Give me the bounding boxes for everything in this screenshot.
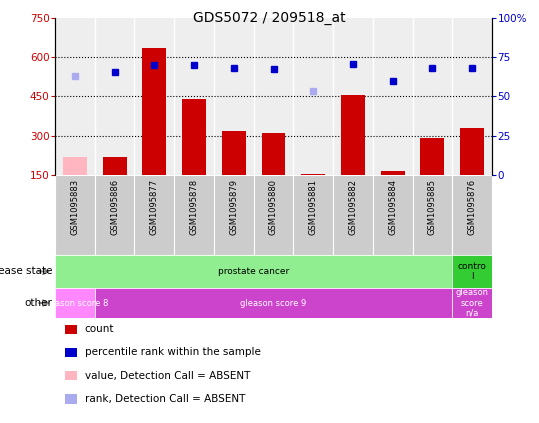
Bar [55, 175, 95, 255]
Bar [452, 288, 492, 318]
Bar [174, 175, 214, 255]
Text: rank, Detection Call = ABSENT: rank, Detection Call = ABSENT [85, 394, 245, 404]
Bar [55, 288, 95, 318]
Bar [63, 157, 87, 175]
Text: gleason score 9: gleason score 9 [240, 299, 307, 308]
Text: contro
l: contro l [458, 262, 487, 281]
Text: other: other [24, 298, 52, 308]
Text: disease state: disease state [0, 266, 52, 277]
Bar [460, 128, 484, 175]
Bar [142, 48, 166, 175]
Text: GSM1095879: GSM1095879 [229, 179, 238, 235]
Text: GSM1095876: GSM1095876 [468, 179, 476, 235]
Bar [293, 175, 333, 255]
Text: prostate cancer: prostate cancer [218, 267, 289, 276]
Text: percentile rank within the sample: percentile rank within the sample [85, 348, 260, 357]
Text: GSM1095883: GSM1095883 [71, 179, 79, 235]
Text: GSM1095881: GSM1095881 [309, 179, 317, 235]
Bar [254, 175, 293, 255]
Bar [102, 157, 127, 175]
Text: GDS5072 / 209518_at: GDS5072 / 209518_at [193, 11, 346, 25]
Text: GSM1095885: GSM1095885 [428, 179, 437, 235]
Bar [214, 175, 254, 255]
Bar [261, 133, 286, 175]
Bar [134, 175, 174, 255]
Text: gleason
score
n/a: gleason score n/a [455, 288, 489, 318]
Text: gleason score 8: gleason score 8 [42, 299, 108, 308]
Bar [420, 138, 444, 175]
Text: GSM1095884: GSM1095884 [388, 179, 397, 235]
Bar [301, 174, 325, 175]
Bar [381, 171, 405, 175]
Bar [341, 95, 365, 175]
Text: GSM1095878: GSM1095878 [190, 179, 198, 235]
Text: GSM1095886: GSM1095886 [110, 179, 119, 235]
Bar [333, 175, 373, 255]
Bar [412, 175, 452, 255]
Text: value, Detection Call = ABSENT: value, Detection Call = ABSENT [85, 371, 250, 381]
Bar [95, 175, 134, 255]
Text: GSM1095880: GSM1095880 [269, 179, 278, 235]
Bar [222, 131, 246, 175]
Text: GSM1095882: GSM1095882 [348, 179, 357, 235]
Text: count: count [85, 324, 114, 334]
Text: GSM1095877: GSM1095877 [150, 179, 159, 235]
Bar [452, 175, 492, 255]
Bar [373, 175, 412, 255]
Bar [452, 255, 492, 288]
Bar [182, 99, 206, 175]
Bar [95, 288, 452, 318]
